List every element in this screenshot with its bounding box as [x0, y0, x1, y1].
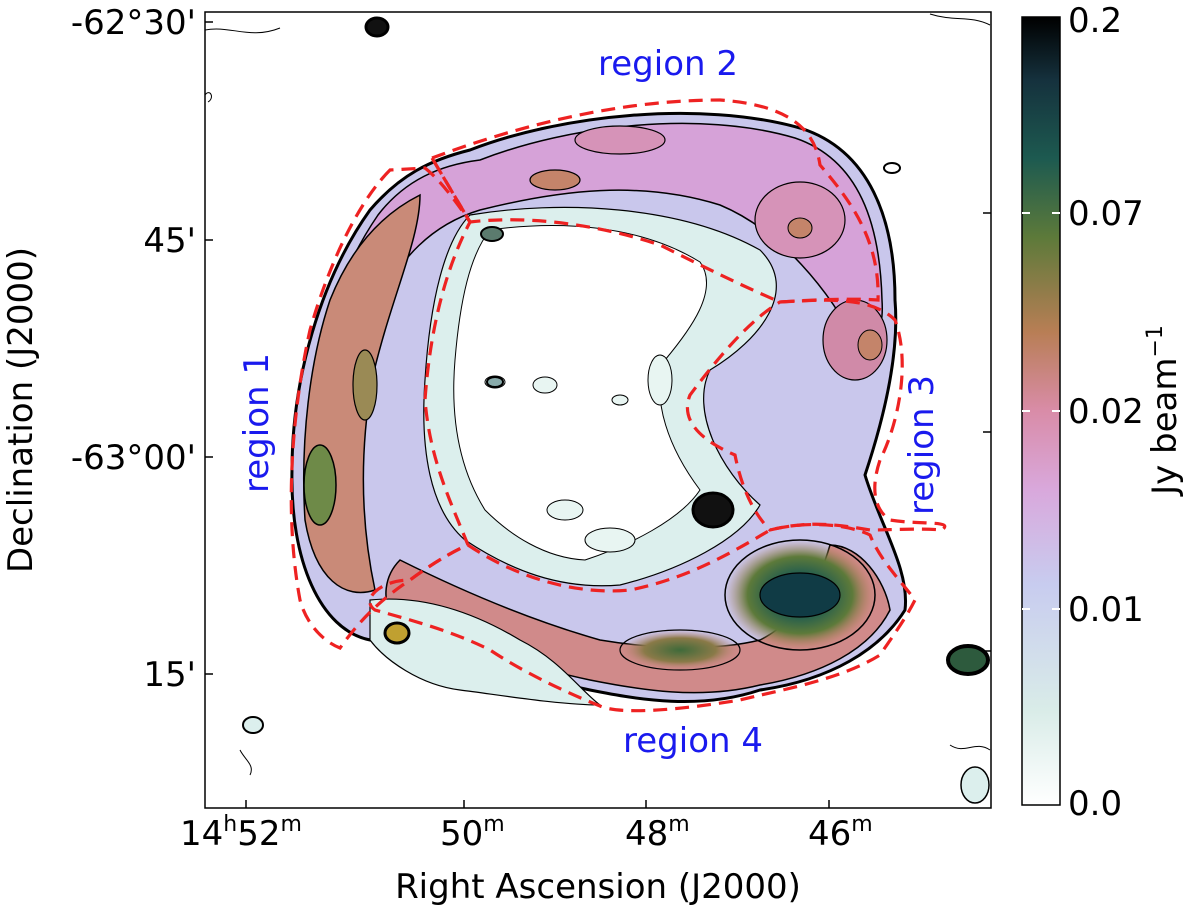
region-outlines [289, 98, 947, 713]
y-tick-label-2: -63°00' [71, 438, 196, 478]
colorbar-tick-2: 0.02 [1068, 392, 1144, 432]
image-panel-frame [204, 11, 992, 809]
colorbar-tick-3: 0.07 [1068, 194, 1144, 234]
region2-outline [429, 98, 880, 304]
x-tick-label-0: 14h52m [180, 812, 302, 854]
region4-outline [368, 522, 917, 713]
region-3-label: region 3 [902, 375, 942, 515]
region3-outline [685, 298, 947, 532]
x-axis-title: Right Ascension (J2000) [395, 867, 801, 907]
region-1-label: region 1 [237, 353, 277, 493]
colorbar-tick-1: 0.01 [1068, 590, 1144, 630]
axis-tick-marks [205, 21, 991, 808]
colorbar-label: Jy beam−1 [1143, 325, 1185, 497]
x-tick-label-3: 46m [808, 812, 873, 854]
y-tick-label-3: 15' [143, 655, 196, 695]
colorbar-tick-4: 0.2 [1068, 1, 1122, 41]
x-tick-label-1: 50m [440, 812, 505, 854]
cavity-interior [453, 225, 707, 561]
colorbar-tick-marks [1022, 212, 1060, 610]
sky-image [205, 12, 991, 808]
y-axis-title: Declination (J2000) [1, 247, 41, 573]
noise-contours [205, 13, 991, 776]
colorbar-tick-0: 0.0 [1068, 784, 1122, 824]
region-2-label: region 2 [598, 44, 738, 84]
region-4-label: region 4 [623, 721, 763, 761]
region1-outline [289, 166, 472, 650]
y-tick-label-1: 45' [143, 221, 196, 261]
point-sources [242, 16, 990, 804]
y-tick-label-0: -62°30' [71, 3, 196, 43]
x-tick-label-2: 48m [625, 812, 690, 854]
